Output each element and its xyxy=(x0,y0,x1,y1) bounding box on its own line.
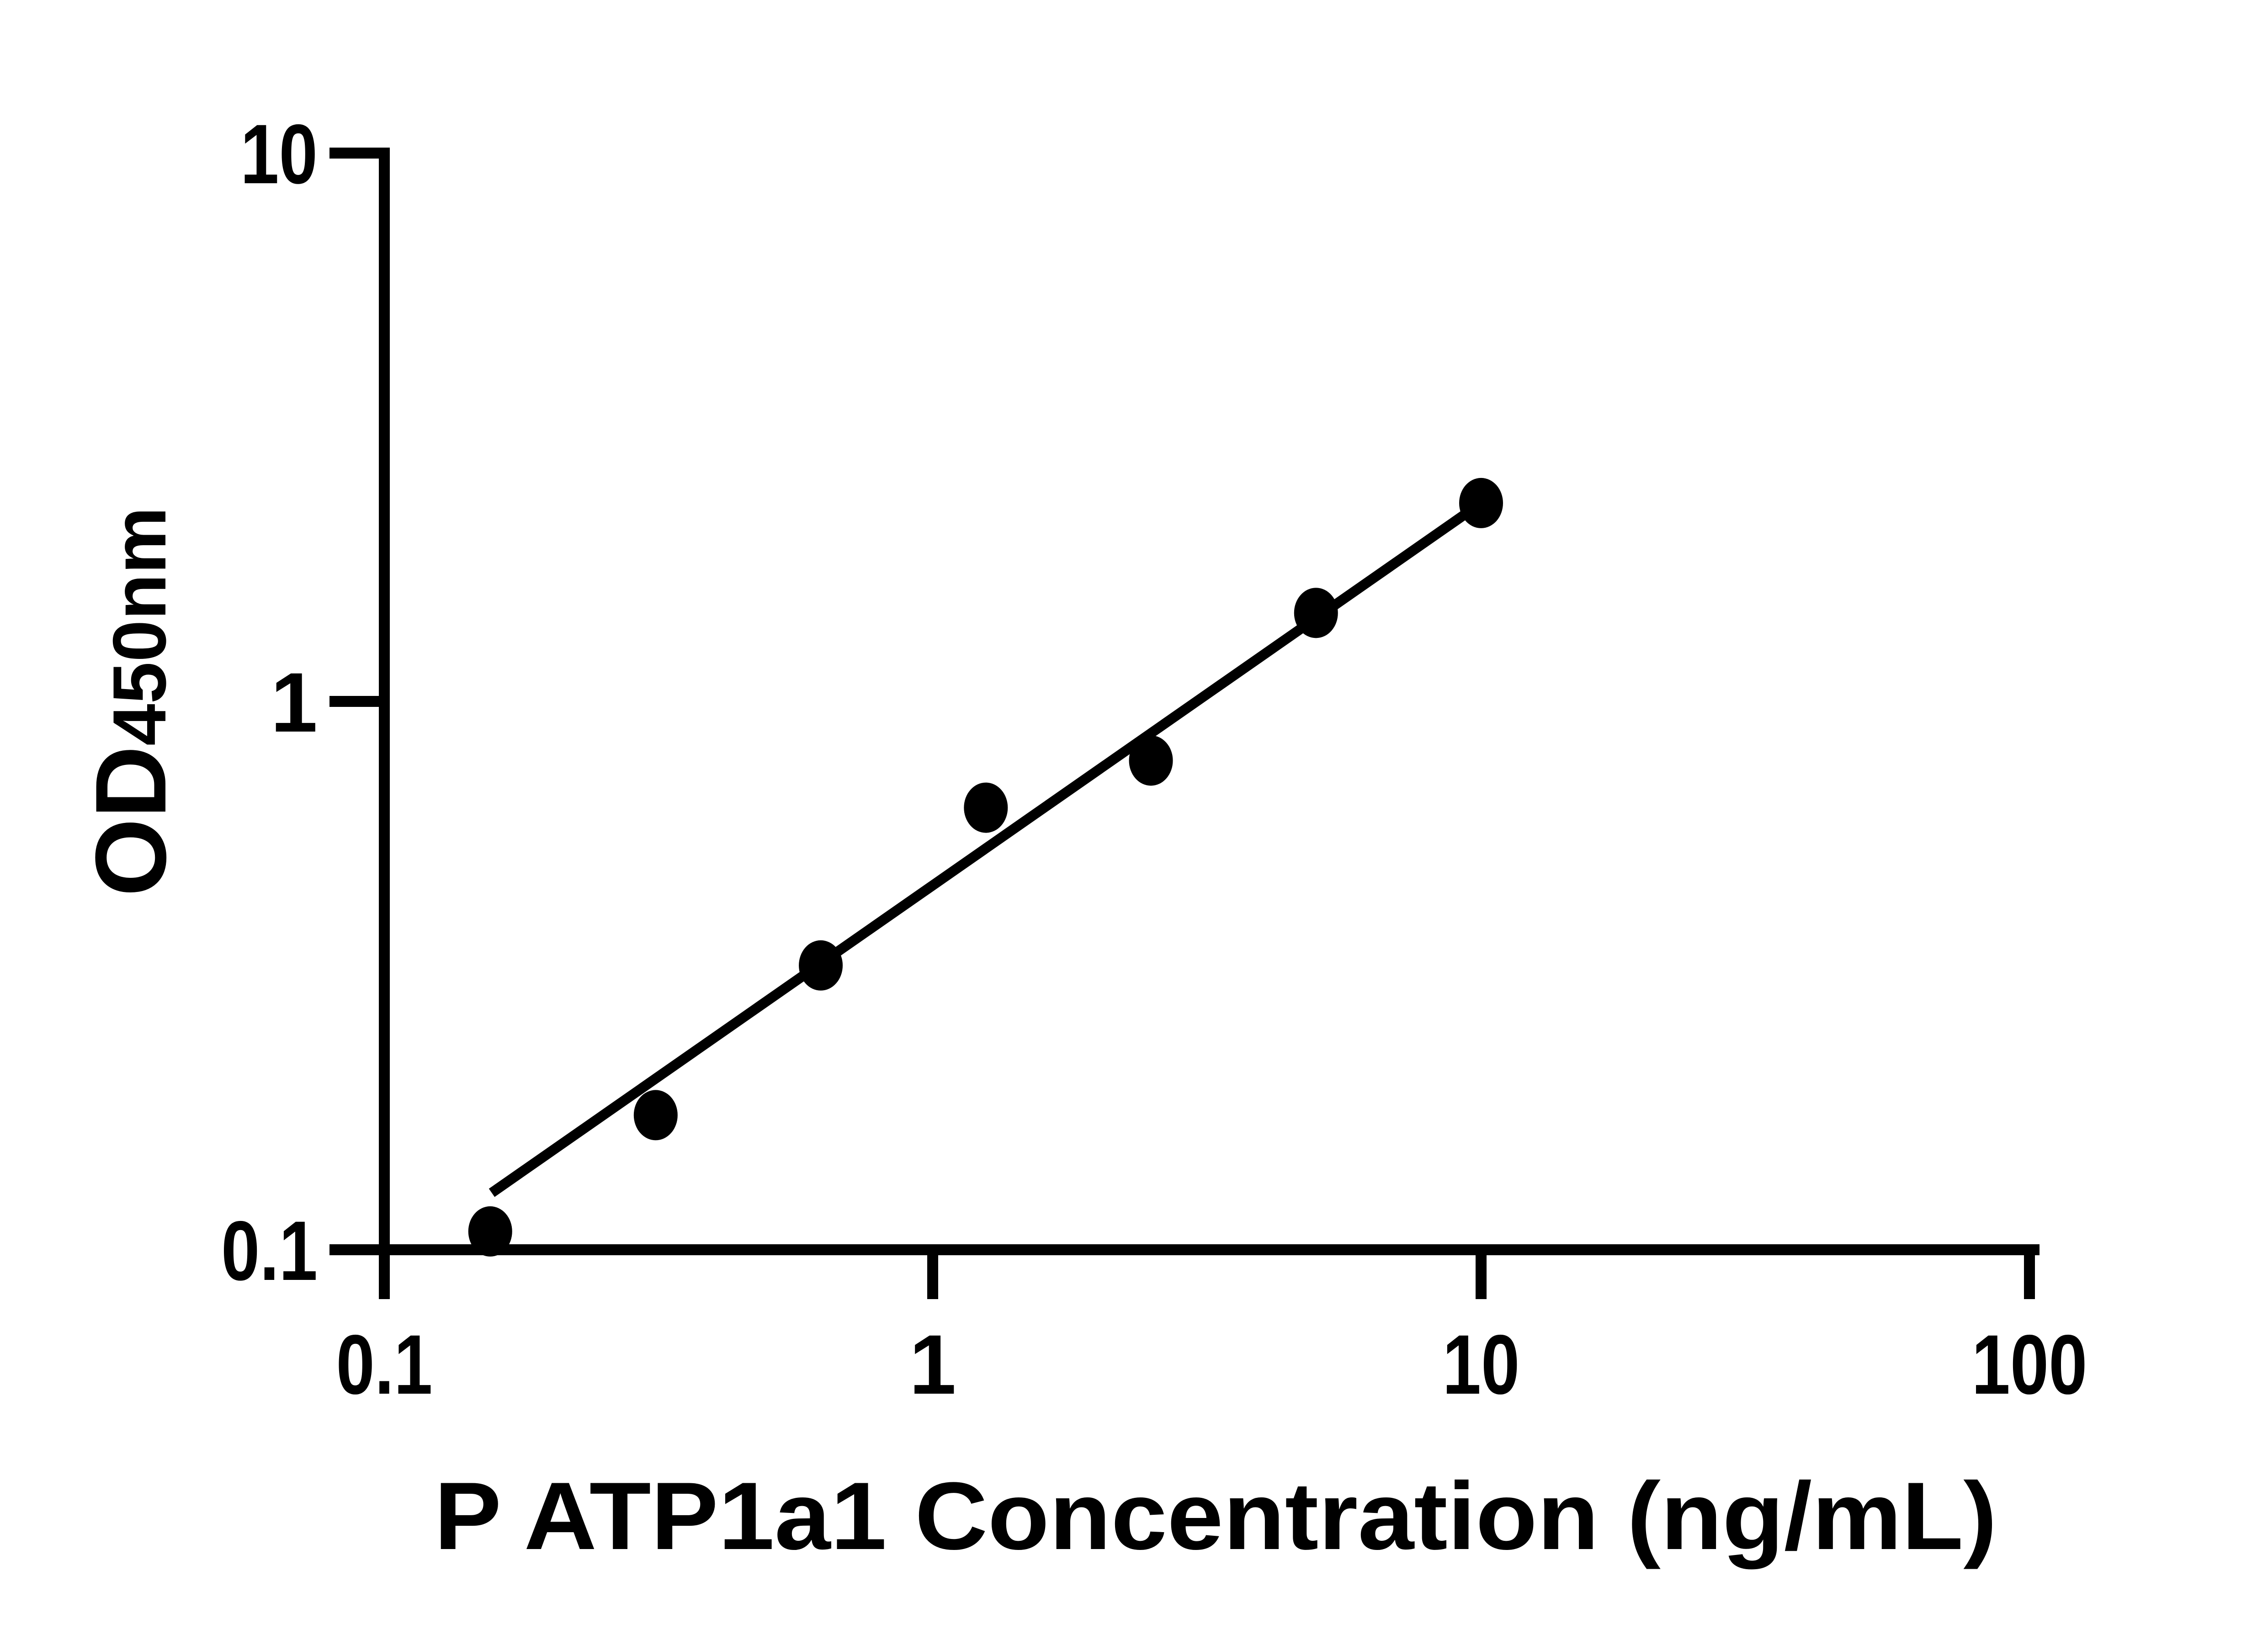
data-point-4 xyxy=(964,782,1008,833)
y-tick-label-10: 10 xyxy=(240,107,318,202)
y-axis-title-sub: 450nm xyxy=(97,507,181,746)
x-tick-label-1: 1 xyxy=(909,1318,956,1412)
data-point-1 xyxy=(468,1206,512,1257)
x-tick-label-100: 100 xyxy=(1972,1318,2087,1412)
x-tick-label-0.1: 0.1 xyxy=(336,1318,433,1412)
data-point-5 xyxy=(1129,735,1173,786)
data-point-7 xyxy=(1459,478,1503,528)
y-tick-label-0.1: 0.1 xyxy=(221,1204,318,1298)
y-axis-title: OD450nm xyxy=(74,507,187,897)
axes-layer: 10 1 0.10.1 1 10 100 xyxy=(221,107,2087,1412)
series-layer xyxy=(468,478,1503,1257)
x-axis-title: P ATP1a1 Concentration (ng/mL) xyxy=(434,1462,1997,1570)
data-point-3 xyxy=(799,940,843,991)
x-tick-label-10: 10 xyxy=(1443,1318,1520,1412)
y-tick-label-1: 1 xyxy=(271,656,318,750)
y-axis-title-main: OD xyxy=(74,746,187,897)
data-point-6 xyxy=(1294,588,1338,638)
data-point-2 xyxy=(633,1090,678,1141)
